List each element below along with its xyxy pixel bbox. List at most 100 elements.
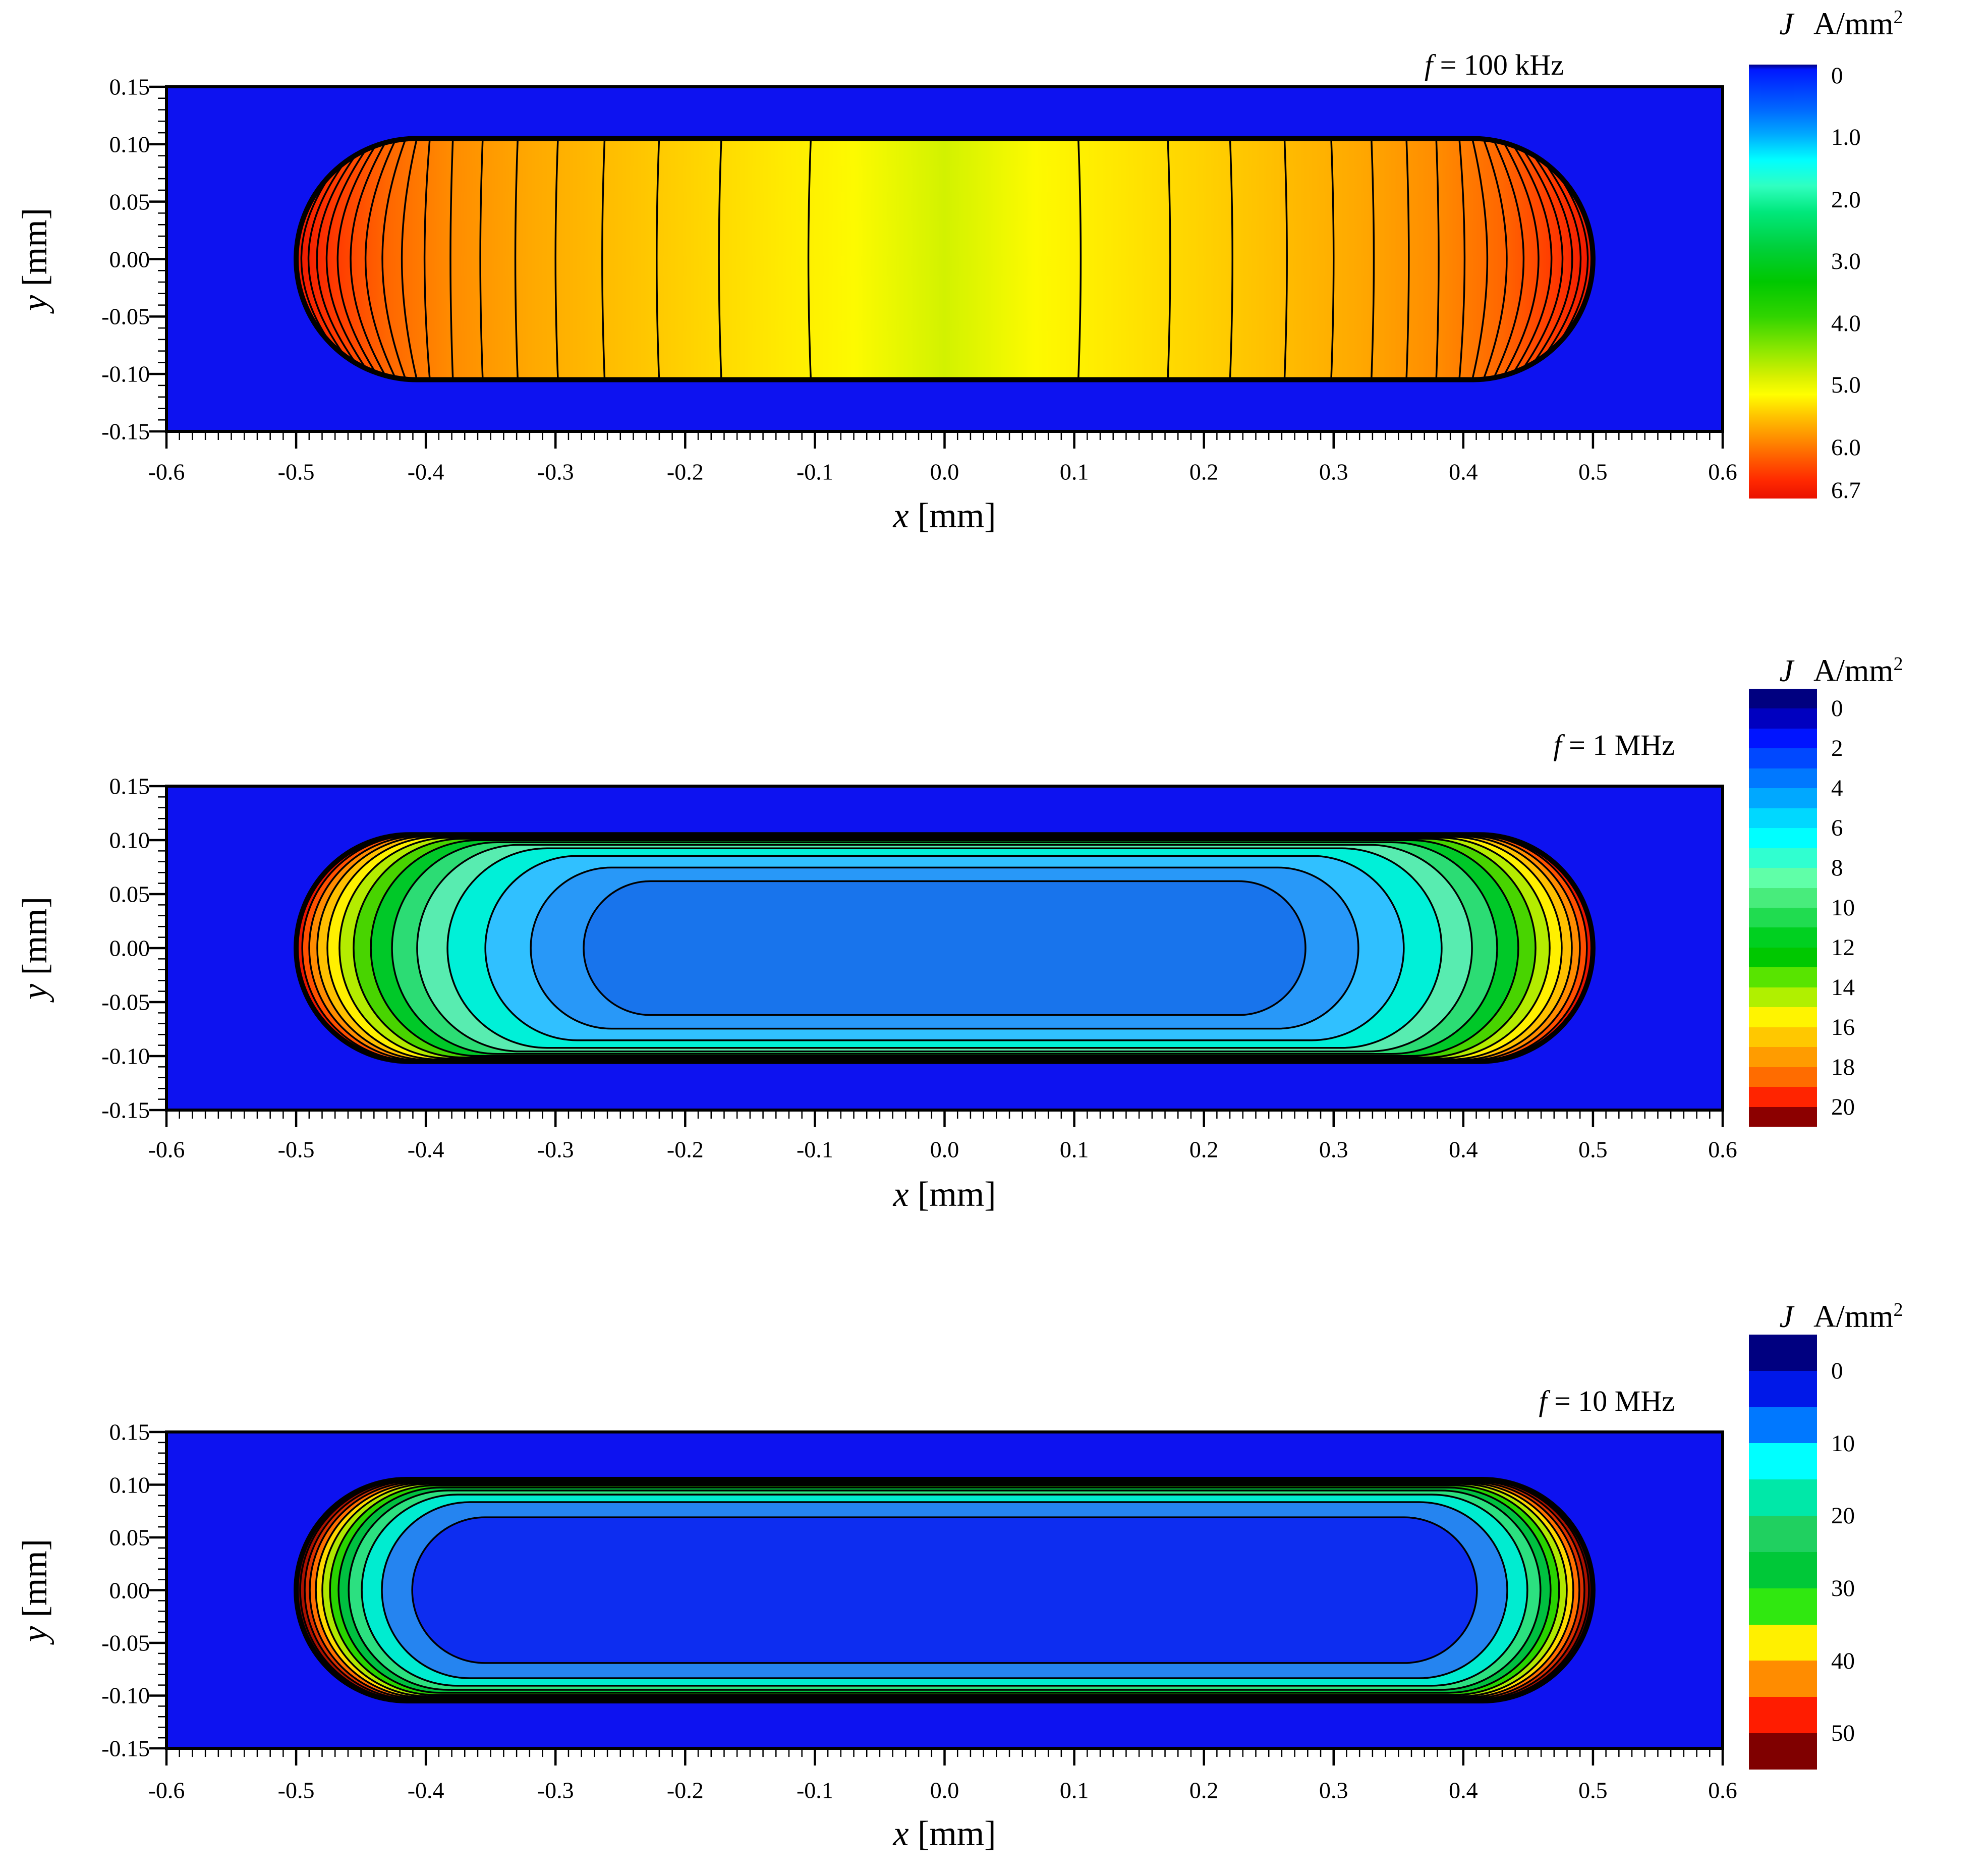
x-tick-label: 0.5: [1578, 1777, 1608, 1803]
y-tick-label: -0.15: [101, 1735, 150, 1761]
x-axis-tick-labels: -0.6 -0.5 -0.4 -0.3 -0.2 -0.1 0.0 0.1 0.2 0.3 0.4 0…: [148, 1773, 1737, 1808]
colorbar-band: [1749, 1516, 1817, 1552]
colorbar-band: [1749, 689, 1817, 709]
y-tick-label: -0.10: [101, 361, 150, 387]
colorbar-band: [1749, 1087, 1817, 1107]
colorbar-band: [1749, 788, 1817, 808]
y-tick-label: -0.05: [101, 303, 150, 329]
colorbar-band: [1749, 1661, 1817, 1697]
colorbar-band: [1749, 1443, 1817, 1480]
colorbar-band: [1749, 967, 1817, 987]
colorbar-tick: 6.0: [1831, 434, 1861, 461]
x-tick-label: 0.5: [1578, 1136, 1608, 1163]
y-tick-label: 0.10: [109, 827, 150, 853]
y-axis-tick-labels: 0.15 0.10 0.05 0.00 -0.05 -0.10 -0.15: [43, 74, 150, 445]
x-tick-label: -0.4: [407, 459, 444, 485]
x-tick-label: 0.1: [1059, 459, 1089, 485]
colorbar-band: [1749, 888, 1817, 908]
colorbar-band: [1749, 1067, 1817, 1087]
x-tick-label: 0.0: [930, 459, 959, 485]
colorbar-symbol: J: [1779, 653, 1794, 688]
colorbar-tick: 16: [1831, 1014, 1855, 1040]
colorbar-tick: 2.0: [1831, 186, 1861, 213]
y-tick-label: 0.00: [109, 246, 150, 272]
x-tick-label: 0.3: [1319, 459, 1348, 485]
colorbar-unit: A/mm: [1813, 1299, 1894, 1334]
colorbar-title: J A/mm2: [1735, 653, 1947, 689]
y-axis-tick-labels: 0.15 0.10 0.05 0.00 -0.05 -0.10 -0.15: [43, 1419, 150, 1761]
colorbar-tick: 40: [1831, 1647, 1855, 1674]
x-tick-label: -0.1: [796, 459, 833, 485]
colorbar-band: [1749, 1407, 1817, 1444]
y-tick-label: 0.10: [109, 1472, 150, 1498]
colorbar-tick: 20: [1831, 1093, 1855, 1120]
colorbar-band: [1749, 828, 1817, 848]
x-tick-label: -0.5: [277, 1777, 315, 1803]
colorbar-title: J A/mm2: [1735, 1299, 1947, 1335]
x-tick-label: 0.6: [1708, 1136, 1737, 1163]
y-tick-label: -0.05: [101, 989, 150, 1015]
y-tick-label: 0.15: [109, 1419, 150, 1445]
colorbar-tick: 10: [1831, 895, 1855, 921]
colorbar-band: [1749, 1335, 1817, 1371]
colorbar-tick: 14: [1831, 974, 1855, 1001]
y-tick-label: -0.10: [101, 1682, 150, 1708]
colorbar-band: [1749, 1370, 1817, 1407]
x-tick-label: -0.1: [796, 1777, 833, 1803]
colorbar-band: [1749, 1624, 1817, 1661]
freq-label-100khz: f = 100 kHz: [1425, 48, 1564, 81]
colorbar-tick-labels: 0 1.0 2.0 3.0 4.0 5.0 6.0 6.7: [1831, 63, 1977, 504]
x-tick-label: -0.3: [537, 1777, 574, 1803]
freq-label-1mhz: f = 1 MHz: [1553, 729, 1675, 761]
colorbar-band: [1749, 1047, 1817, 1067]
x-tick-label: 0.5: [1578, 459, 1608, 485]
y-tick-label: 0.05: [109, 1524, 150, 1551]
colorbar-band: [1749, 808, 1817, 829]
x-tick-label: -0.1: [796, 1136, 833, 1163]
colorbar-tick-labels: 0 10 20 30 40 50: [1831, 1335, 1977, 1770]
x-axis-tick-labels: -0.6 -0.5 -0.4 -0.3 -0.2 -0.1 0.0 0.1 0.2 0.3 0.4 0…: [148, 454, 1737, 489]
x-tick-label: -0.4: [407, 1777, 444, 1803]
colorbar-tick: 6: [1831, 815, 1843, 842]
colorbar-band: [1749, 1697, 1817, 1734]
contour-plot-10mhz: [149, 1430, 1724, 1765]
x-axis-title: x [mm]: [893, 1175, 996, 1214]
colorbar-band: [1749, 1107, 1817, 1127]
y-tick-label: -0.15: [101, 418, 150, 445]
colorbar-band: [1749, 1027, 1817, 1047]
y-tick-label: 0.10: [109, 131, 150, 157]
x-axis-title: x [mm]: [893, 1814, 996, 1853]
colorbar-tick: 0: [1831, 1357, 1843, 1384]
y-axis-tick-labels: 0.15 0.10 0.05 0.00 -0.05 -0.10 -0.15: [43, 774, 150, 1123]
x-tick-label: -0.6: [148, 1136, 185, 1163]
x-tick-label: 0.6: [1708, 1777, 1737, 1803]
colorbar-tick-labels: 0 2 4 6 8 10 12 14 16 18 20: [1831, 689, 1977, 1127]
y-tick-label: 0.05: [109, 189, 150, 215]
colorbar-band: [1749, 907, 1817, 928]
x-tick-label: 0.2: [1189, 1777, 1219, 1803]
x-axis-tick-labels: -0.6 -0.5 -0.4 -0.3 -0.2 -0.1 0.0 0.1 0.2 0.3 0.4 0…: [148, 1132, 1737, 1167]
colorbar-unit-exponent: 2: [1893, 1299, 1903, 1320]
colorbar-tick: 18: [1831, 1054, 1855, 1080]
colorbar-tick: 2: [1831, 735, 1843, 762]
colorbar-tick: 50: [1831, 1720, 1855, 1747]
colorbar-title: J A/mm2: [1735, 6, 1947, 42]
colorbar-band: [1749, 868, 1817, 888]
colorbar-tick: 3.0: [1831, 248, 1861, 275]
x-tick-label: -0.6: [148, 1777, 185, 1803]
colorbar-band: [1749, 728, 1817, 749]
x-tick-label: -0.3: [537, 1136, 574, 1163]
colorbar-tick: 12: [1831, 934, 1855, 961]
x-tick-label: 0.2: [1189, 459, 1219, 485]
colorbar-symbol: J: [1779, 1299, 1794, 1334]
x-tick-label: -0.2: [666, 459, 704, 485]
y-tick-label: -0.15: [101, 1097, 150, 1123]
x-tick-label: 0.3: [1319, 1777, 1348, 1803]
colorbar-100khz: [1749, 65, 1817, 499]
colorbar-tick: 0: [1831, 695, 1843, 722]
colorbar-band: [1749, 708, 1817, 729]
y-tick-label: 0.05: [109, 881, 150, 907]
colorbar-1mhz: [1749, 689, 1817, 1127]
colorbar-band: [1749, 987, 1817, 1008]
